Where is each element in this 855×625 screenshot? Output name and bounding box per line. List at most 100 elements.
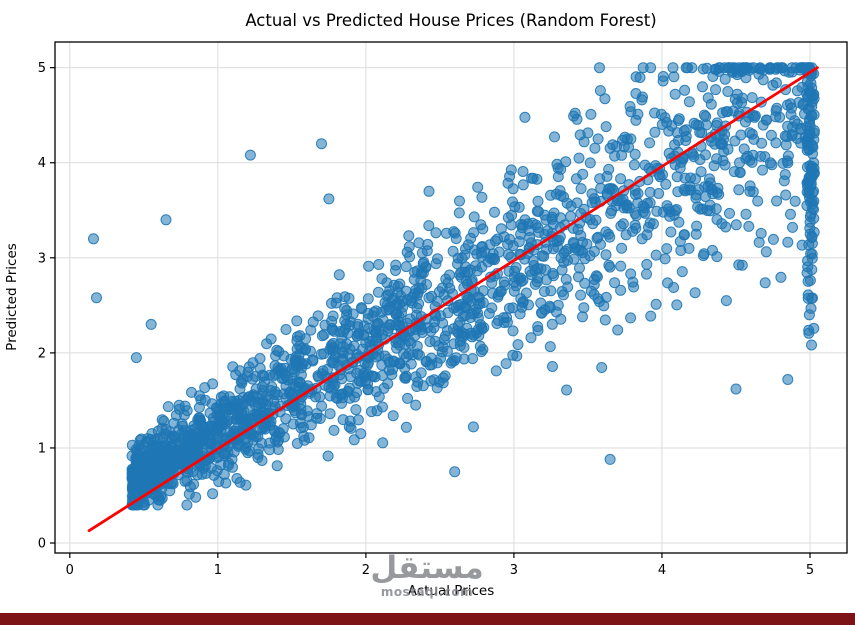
scatter-point	[644, 186, 656, 198]
scatter-point	[382, 378, 394, 390]
scatter-point	[569, 242, 581, 254]
scatter-point	[778, 175, 790, 187]
scatter-point	[636, 233, 648, 245]
chart-title: Actual vs Predicted House Prices (Random…	[245, 11, 656, 30]
scatter-point	[524, 232, 535, 243]
scatter-point	[430, 227, 442, 239]
scatter-point	[605, 207, 617, 219]
scatter-point	[271, 344, 283, 356]
scatter-point	[516, 301, 528, 313]
scatter-point	[616, 195, 627, 207]
scatter-point	[625, 312, 637, 324]
scatter-point	[327, 310, 339, 322]
scatter-point	[719, 73, 731, 85]
tick-labels: 0 1 2 3 4 5 0 1 2 3 4 5	[38, 61, 814, 578]
scatter-point	[336, 373, 348, 385]
scatter-point	[549, 131, 560, 143]
scatter-point	[733, 184, 745, 196]
scatter-point	[440, 227, 452, 239]
scatter-point	[607, 139, 619, 151]
scatter-point	[639, 207, 651, 219]
scatter-point	[806, 202, 818, 214]
scatter-point	[575, 183, 587, 195]
scatter-point	[629, 148, 641, 160]
scatter-point	[760, 114, 772, 126]
scatter-point	[273, 365, 284, 376]
scatter-point	[252, 452, 264, 464]
scatter-point	[128, 473, 139, 485]
scatter-point	[413, 282, 425, 294]
scatter-point	[137, 499, 149, 511]
scatter-point	[444, 269, 455, 281]
scatter-point	[590, 214, 602, 226]
scatter-point	[147, 458, 159, 470]
scatter-point	[159, 466, 171, 478]
scatter-point	[641, 258, 653, 270]
x-tick-label: 2	[362, 563, 370, 578]
scatter-point	[547, 361, 558, 372]
scatter-point	[352, 377, 364, 389]
scatter-point	[759, 277, 771, 289]
scatter-point	[511, 350, 523, 362]
scatter-point	[433, 340, 445, 352]
scatter-point	[659, 253, 671, 265]
scatter-point	[402, 392, 413, 404]
scatter-point	[579, 253, 591, 265]
scatter-point	[806, 339, 817, 351]
scatter-point	[669, 88, 681, 100]
scatter-point	[641, 268, 652, 280]
scatter-point	[695, 166, 707, 178]
scatter-point	[579, 277, 591, 289]
scatter-point	[531, 205, 543, 217]
scatter-point	[387, 410, 399, 422]
x-tick-label: 4	[658, 563, 666, 578]
scatter-point	[390, 259, 402, 271]
scatter-point	[585, 108, 597, 120]
scatter-point	[588, 279, 600, 291]
scatter-point	[223, 457, 235, 469]
scatter-point	[343, 292, 355, 304]
scatter-point	[715, 137, 727, 149]
scatter-point	[234, 365, 246, 377]
scatter-point	[637, 91, 648, 103]
scatter-point	[673, 113, 685, 125]
scatter-point	[186, 386, 197, 398]
scatter-point	[512, 339, 524, 351]
scatter-point	[473, 330, 485, 342]
scatter-point	[700, 191, 711, 203]
scatter-point	[409, 266, 421, 278]
scatter-point	[349, 391, 361, 403]
scatter-point	[702, 92, 714, 104]
footer-bar	[0, 613, 855, 625]
scatter-point	[710, 84, 722, 96]
scatter-point	[363, 260, 375, 272]
scatter-point	[609, 150, 621, 162]
scatter-point	[560, 273, 572, 285]
scatter-point	[711, 251, 723, 263]
scatter-point	[595, 238, 606, 250]
scatter-point	[657, 169, 668, 181]
y-tick-label: 2	[38, 346, 46, 361]
scatter-point	[738, 143, 750, 155]
scatter-point	[685, 172, 696, 184]
axes-box	[54, 41, 848, 554]
scatter-point	[264, 419, 276, 431]
scatter-point	[555, 163, 567, 175]
scatter-point	[517, 166, 529, 177]
scatter-point	[558, 256, 570, 268]
scatter-point	[513, 236, 525, 248]
scatter-point	[454, 195, 465, 207]
scatter-point	[724, 207, 735, 219]
scatter-point	[789, 195, 801, 207]
scatter-point	[477, 223, 489, 235]
scatter-point	[326, 297, 337, 309]
scatter-point	[683, 96, 695, 108]
scatter-point	[680, 62, 692, 74]
scatter-point	[132, 459, 144, 471]
y-tick-label: 4	[38, 156, 46, 171]
scatter-point	[199, 382, 211, 394]
scatter-point	[754, 63, 765, 75]
scatter-point	[400, 261, 412, 273]
scatter-point	[729, 135, 741, 147]
scatter-point	[218, 448, 229, 459]
